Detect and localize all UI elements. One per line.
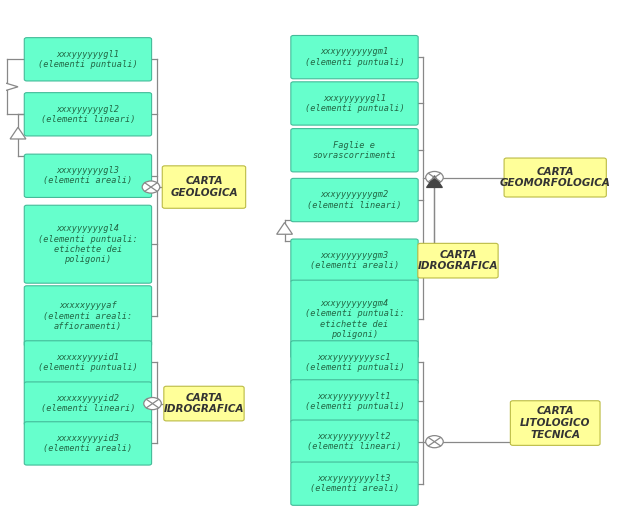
Polygon shape (276, 222, 292, 234)
Circle shape (142, 181, 160, 193)
FancyBboxPatch shape (418, 244, 498, 278)
Text: CARTA
IDROGRAFICA: CARTA IDROGRAFICA (164, 393, 244, 414)
FancyBboxPatch shape (24, 38, 152, 81)
FancyBboxPatch shape (24, 382, 152, 425)
Text: xxxxxyyyyaf
(elementi areali:
affioramenti): xxxxxyyyyaf (elementi areali: affioramen… (44, 301, 132, 331)
Circle shape (144, 398, 161, 409)
FancyBboxPatch shape (163, 166, 246, 208)
Text: xxxyyyyyyyylt3
(elementi areali): xxxyyyyyyyylt3 (elementi areali) (310, 474, 399, 493)
Text: xxxyyyyyyyylt1
(elementi puntuali): xxxyyyyyyyylt1 (elementi puntuali) (305, 392, 404, 411)
FancyBboxPatch shape (24, 286, 152, 346)
Circle shape (426, 436, 444, 448)
FancyBboxPatch shape (24, 154, 152, 197)
FancyBboxPatch shape (504, 158, 606, 197)
Text: xxxyyyyyyyylt2
(elementi lineari): xxxyyyyyyyylt2 (elementi lineari) (307, 432, 402, 451)
FancyBboxPatch shape (24, 422, 152, 465)
FancyBboxPatch shape (24, 93, 152, 136)
Text: xxxyyyyyyyysc1
(elementi puntuali): xxxyyyyyyyysc1 (elementi puntuali) (305, 353, 404, 372)
Text: CARTA
LITOLOGICO
TECNICA: CARTA LITOLOGICO TECNICA (520, 406, 591, 439)
Text: xxxyyyyyygl3
(elementi areali): xxxyyyyyygl3 (elementi areali) (44, 166, 132, 186)
Text: xxxxxyyyyid2
(elementi lineari): xxxxxyyyyid2 (elementi lineari) (41, 394, 135, 413)
FancyBboxPatch shape (24, 205, 152, 283)
Polygon shape (0, 81, 18, 92)
FancyBboxPatch shape (164, 386, 244, 421)
Circle shape (426, 172, 444, 184)
Polygon shape (427, 176, 442, 188)
Text: xxxyyyyyygl1
(elementi puntuali): xxxyyyyyygl1 (elementi puntuali) (38, 50, 138, 69)
Text: CARTA
IDROGRAFICA: CARTA IDROGRAFICA (418, 250, 498, 271)
Text: xxxyyyyyyygm4
(elementi puntuali:
etichette dei
poligoni): xxxyyyyyyygm4 (elementi puntuali: etiche… (305, 299, 404, 339)
FancyBboxPatch shape (291, 239, 418, 282)
Polygon shape (10, 127, 26, 139)
Text: xxxyyyyyyygm1
(elementi puntuali): xxxyyyyyyygm1 (elementi puntuali) (305, 48, 404, 67)
Text: Faglie e
sovrascorrimenti: Faglie e sovrascorrimenti (312, 141, 397, 160)
FancyBboxPatch shape (291, 380, 418, 423)
Text: xxxyyyyyygl1
(elementi puntuali): xxxyyyyyygl1 (elementi puntuali) (305, 94, 404, 113)
Text: xxxxxyyyyid1
(elementi puntuali): xxxxxyyyyid1 (elementi puntuali) (38, 353, 138, 372)
FancyBboxPatch shape (291, 129, 418, 172)
FancyBboxPatch shape (291, 420, 418, 463)
Text: xxxxxyyyyid3
(elementi areali): xxxxxyyyyid3 (elementi areali) (44, 434, 132, 453)
FancyBboxPatch shape (24, 341, 152, 384)
FancyBboxPatch shape (510, 401, 600, 445)
Text: CARTA
GEOLOGICA: CARTA GEOLOGICA (170, 176, 238, 198)
FancyBboxPatch shape (291, 280, 418, 358)
FancyBboxPatch shape (291, 462, 418, 505)
Text: xxxyyyyyyygm3
(elementi areali): xxxyyyyyyygm3 (elementi areali) (310, 251, 399, 270)
FancyBboxPatch shape (291, 82, 418, 125)
Text: CARTA
GEOMORFOLOGICA: CARTA GEOMORFOLOGICA (500, 166, 611, 188)
FancyBboxPatch shape (291, 36, 418, 79)
FancyBboxPatch shape (291, 178, 418, 222)
FancyBboxPatch shape (291, 341, 418, 384)
Text: xxxyyyyyygl4
(elementi puntuali:
etichette dei
poligoni): xxxyyyyyygl4 (elementi puntuali: etichet… (38, 224, 138, 264)
Text: xxxyyyyyygl2
(elementi lineari): xxxyyyyyygl2 (elementi lineari) (41, 104, 135, 124)
Text: xxxyyyyyyygm2
(elementi lineari): xxxyyyyyyygm2 (elementi lineari) (307, 190, 402, 210)
